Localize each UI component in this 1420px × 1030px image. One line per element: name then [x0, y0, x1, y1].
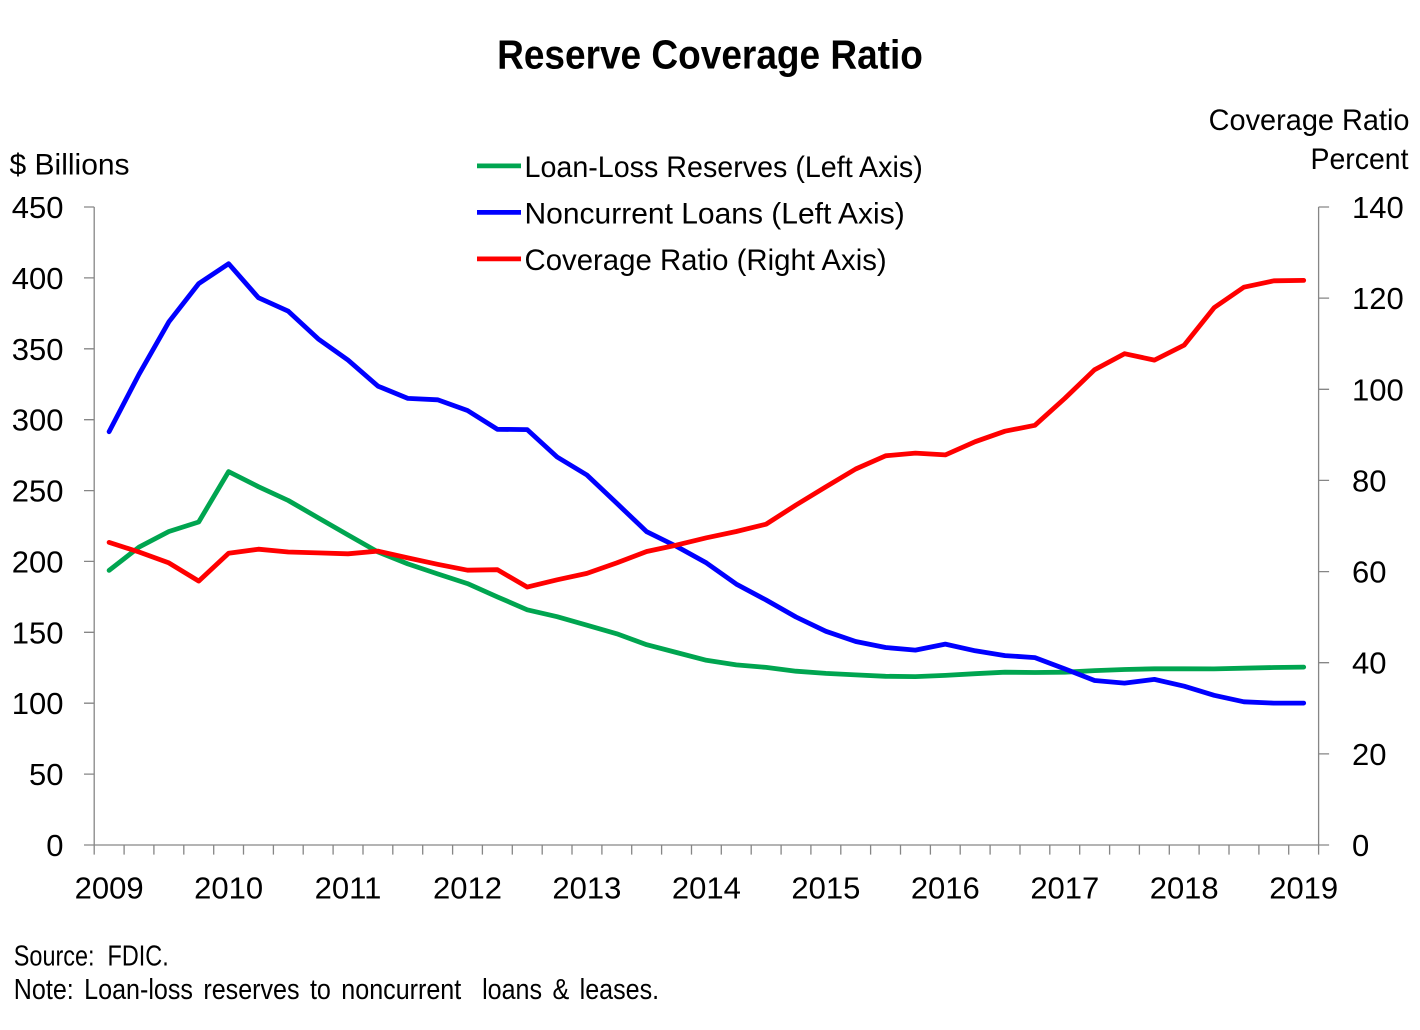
svg-text:2011: 2011	[315, 871, 382, 906]
svg-text:40: 40	[1352, 646, 1386, 681]
svg-text:2019: 2019	[1269, 871, 1338, 906]
svg-text:Coverage Ratio: Coverage Ratio	[1209, 104, 1410, 138]
svg-text:200: 200	[12, 544, 64, 579]
svg-text:$ Billions: $ Billions	[10, 149, 130, 182]
svg-text:2012: 2012	[433, 871, 502, 906]
svg-text:Reserve Coverage Ratio: Reserve Coverage Ratio	[497, 33, 923, 78]
svg-text:120: 120	[1352, 281, 1404, 316]
svg-text:150: 150	[12, 615, 64, 650]
svg-text:2018: 2018	[1150, 871, 1219, 906]
svg-text:Source: FDIC.: Source: FDIC.	[14, 939, 169, 972]
svg-text:400: 400	[12, 261, 64, 296]
svg-text:450: 450	[12, 190, 64, 225]
svg-text:2015: 2015	[791, 871, 860, 906]
svg-text:Loan-Loss Reserves (Left Axis): Loan-Loss Reserves (Left Axis)	[525, 150, 923, 184]
svg-text:Note: Loan-loss reserves to no: Note: Loan-loss reserves to noncurrent l…	[14, 972, 659, 1005]
svg-text:2014: 2014	[672, 871, 741, 906]
svg-text:350: 350	[12, 332, 64, 367]
svg-text:2013: 2013	[552, 871, 621, 906]
svg-text:Percent: Percent	[1311, 143, 1409, 176]
svg-text:100: 100	[1352, 372, 1404, 407]
svg-text:60: 60	[1352, 555, 1386, 590]
svg-text:140: 140	[1352, 190, 1404, 225]
svg-text:300: 300	[12, 403, 64, 438]
svg-text:80: 80	[1352, 463, 1386, 498]
svg-text:0: 0	[46, 828, 63, 863]
svg-text:2010: 2010	[194, 871, 263, 906]
svg-text:Noncurrent Loans (Left Axis): Noncurrent Loans (Left Axis)	[525, 197, 905, 230]
svg-text:100: 100	[12, 686, 64, 721]
svg-text:Coverage Ratio (Right Axis): Coverage Ratio (Right Axis)	[525, 244, 887, 277]
svg-text:2017: 2017	[1030, 871, 1099, 906]
svg-text:2016: 2016	[911, 871, 980, 906]
svg-text:50: 50	[29, 757, 63, 792]
svg-text:2009: 2009	[75, 871, 144, 906]
svg-text:0: 0	[1352, 828, 1369, 863]
svg-text:250: 250	[12, 474, 64, 509]
svg-text:20: 20	[1352, 737, 1386, 772]
